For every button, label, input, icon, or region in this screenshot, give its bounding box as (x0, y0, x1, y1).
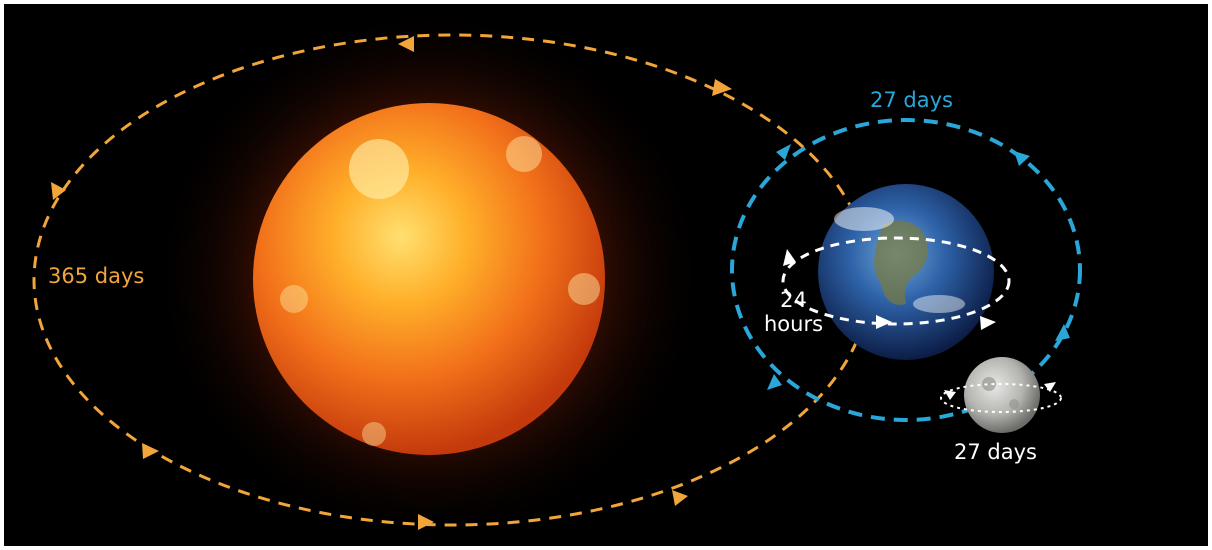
diagram-canvas (32, 4, 1082, 544)
earth-rotation-arrow (876, 315, 892, 329)
moon-rotation-arrow (1044, 382, 1056, 392)
moon-orbit-arrow (1014, 151, 1030, 166)
moon-orbit-arrow (1055, 324, 1070, 341)
moon-rotation-arrow (944, 390, 956, 400)
solar-system-diagram: 365 days 27 days 24 hours 27 days (4, 4, 1208, 546)
earth-rotation-period-line2: hours (764, 312, 824, 337)
moon-rotation-period-label: 27 days (954, 440, 1037, 464)
sun-flare-spot (280, 285, 308, 313)
moon-orbit-arrow (776, 144, 791, 160)
moon-crater (982, 377, 996, 391)
moon (964, 357, 1040, 433)
sun-flare-spot (349, 139, 409, 199)
earth-rotation-period-label: 24 hours (764, 288, 823, 336)
moon-rotation-path (940, 383, 1062, 413)
moon-orbit-period-label: 27 days (870, 88, 953, 112)
earth-orbit-arrow (418, 514, 434, 530)
earth-orbit-arrow (712, 79, 732, 96)
earth-orbit-arrow (142, 443, 159, 459)
sun (253, 103, 605, 455)
earth-rotation-path (781, 236, 1011, 326)
earth-cloud (834, 207, 894, 231)
earth-rotation-arrow (980, 316, 996, 330)
earth-orbit-arrow (672, 490, 688, 506)
earth-orbit-arrow (398, 36, 414, 52)
earth-orbit-period-label: 365 days (48, 264, 145, 288)
sun-flare-spot (362, 422, 386, 446)
earth-orbit-arrow (51, 182, 66, 200)
sun-flare-spot (506, 136, 542, 172)
moon-crater (1009, 399, 1019, 409)
sun-flare-spot (568, 273, 600, 305)
earth-rotation-period-line1: 24 (780, 288, 807, 312)
moon-orbit-path (730, 118, 1082, 422)
earth-landmass (874, 220, 928, 305)
earth-rotation-arrow (783, 249, 796, 266)
earth-cloud (913, 295, 965, 313)
moon-orbit-arrow (767, 374, 782, 390)
